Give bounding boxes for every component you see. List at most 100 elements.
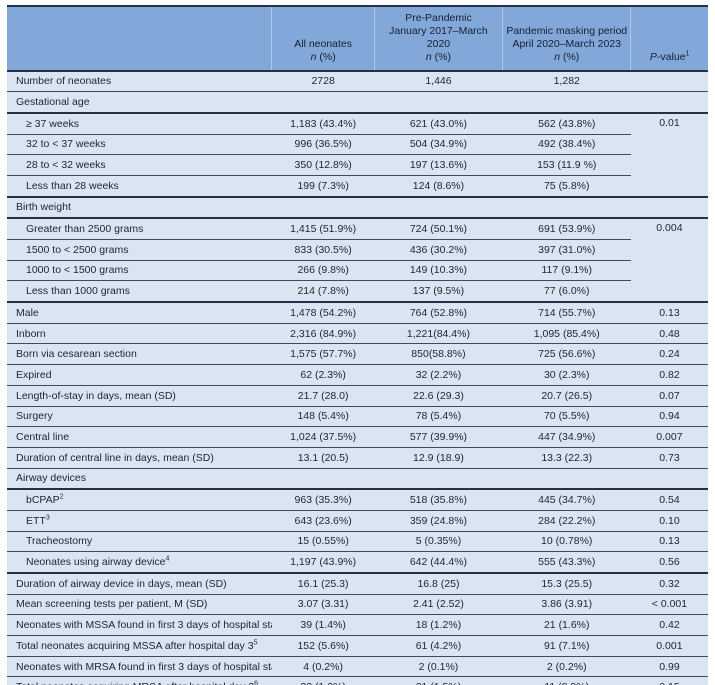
cell-value: 91 (7.1%) xyxy=(502,635,631,657)
table-row: Less than 1000 grams 214 (7.8%) 137 (9.5%)… xyxy=(7,280,708,304)
cell-value: 32 (2.2%) xyxy=(374,364,503,386)
cell-value: 445 (34.7%) xyxy=(502,489,631,511)
p-value-cell: 0.94 xyxy=(630,406,708,428)
cell-value: 21 (1.6%) xyxy=(502,614,631,637)
cell-value: 124 (8.6%) xyxy=(374,175,503,198)
header-rowlabel-spacer xyxy=(7,6,272,72)
cell-value: 11 (0.9%) xyxy=(502,676,631,685)
table-row: Greater than 2500 grams 1,415 (51.9%) 724 … xyxy=(7,218,708,304)
cell-value: 15 (0.55%) xyxy=(271,531,375,553)
cell-value: 577 (39.9%) xyxy=(374,426,503,448)
p-value-footnote-marker: 1 xyxy=(685,50,690,58)
table-row: Length-of-stay in days, mean (SD) 21.7 (2… xyxy=(7,385,708,407)
cell-value: 714 (55.7%) xyxy=(502,302,631,324)
p-value-cell: < 0.001 xyxy=(630,594,708,616)
cell-value: 359 (24.8%) xyxy=(374,510,503,532)
cell-value: 62 (2.3%) xyxy=(271,364,375,386)
row-label: Mean screening tests per patient, M (SD) xyxy=(7,594,272,616)
cell-value: 1,095 (85.4%) xyxy=(502,323,631,345)
cell-value: 447 (34.9%) xyxy=(502,426,631,448)
table-row: Neonates with MRSA found in first 3 days… xyxy=(7,656,708,678)
p-value-cell: 0.54 xyxy=(630,489,708,511)
cell-value: 833 (30.5%) xyxy=(271,239,375,261)
cell-value: 1,478 (54.2%) xyxy=(271,302,375,324)
table-row: Duration of airway device in days, mean … xyxy=(7,573,708,595)
cell-value: 21 (1.5%) xyxy=(374,676,503,685)
header-pandemic: Pandemic masking period April 2020–March… xyxy=(502,6,631,72)
row-label: 32 to < 37 weeks xyxy=(7,134,272,156)
cell-value: 149 (10.3%) xyxy=(374,260,503,282)
header-pandemic-dates: April 2020–March 2023 xyxy=(512,38,622,51)
cell-value: 642 (44.4%) xyxy=(374,551,503,575)
section-row: Gestational age xyxy=(7,91,708,114)
row-label: Less than 28 weeks xyxy=(7,175,272,198)
table-row: bCPAP2 963 (35.3%) 518 (35.8%) 445 (34.7%) 0… xyxy=(7,489,708,511)
row-label: Less than 1000 grams xyxy=(7,280,272,304)
p-value-cell: 0.42 xyxy=(630,614,708,637)
cell-value: 1,446 xyxy=(374,70,503,93)
table-row: Born via cesarean section 1,575 (57.7%) 85… xyxy=(7,343,708,366)
row-label: Tracheostomy xyxy=(7,531,272,553)
row-label: Duration of airway device in days, mean … xyxy=(7,573,272,595)
row-label: Number of neonates xyxy=(7,70,272,93)
cell-value: 77 (6.0%) xyxy=(502,280,631,304)
table-row: Surgery 148 (5.4%) 78 (5.4%) 70 (5.5%) 0.94 xyxy=(7,406,708,428)
cell-value: 504 (34.9%) xyxy=(374,134,503,156)
cell-value: 266 (9.8%) xyxy=(271,260,375,282)
table-row: Inborn 2,316 (84.9%) 1,221(84.4%) 1,095 (85… xyxy=(7,323,708,345)
section-label: Birth weight xyxy=(7,196,708,220)
cell-value: 30 (2.3%) xyxy=(502,364,631,386)
header-p-value: P-value1 xyxy=(630,6,708,72)
cell-value: 492 (38.4%) xyxy=(502,134,631,156)
cell-value: 436 (30.2%) xyxy=(374,239,503,261)
cell-value: 22.6 (29.3) xyxy=(374,385,503,407)
table-row: 32 to < 37 weeks 996 (36.5%) 504 (34.9%) 49… xyxy=(7,134,708,156)
cell-value: 621 (43.0%) xyxy=(374,112,503,135)
cell-value: 1,183 (43.4%) xyxy=(271,112,375,135)
table-row: Expired 62 (2.3%) 32 (2.2%) 30 (2.3%) 0.82 xyxy=(7,364,708,386)
row-label: Length-of-stay in days, mean (SD) xyxy=(7,385,272,407)
cell-value: 2728 xyxy=(271,70,375,93)
cell-value: 1,024 (37.5%) xyxy=(271,426,375,448)
row-label: Neonates with MRSA found in first 3 days… xyxy=(7,656,272,678)
row-label: Male xyxy=(7,302,272,324)
footnote-marker: 3 xyxy=(45,514,50,522)
cell-value: 2.41 (2.52) xyxy=(374,594,503,616)
row-label: Inborn xyxy=(7,323,272,345)
cell-value: 61 (4.2%) xyxy=(374,635,503,657)
cell-value: 3.86 (3.91) xyxy=(502,594,631,616)
p-value-cell: 0.56 xyxy=(630,551,708,575)
cell-value: 199 (7.3%) xyxy=(271,175,375,198)
cell-value: 148 (5.4%) xyxy=(271,406,375,428)
p-value-cell: 0.01 xyxy=(630,112,708,198)
cell-value: 963 (35.3%) xyxy=(271,489,375,511)
p-value-cell: 0.24 xyxy=(630,343,708,366)
row-label: ≥ 37 weeks xyxy=(7,112,272,135)
cell-value: 137 (9.5%) xyxy=(374,280,503,304)
cell-value: 2,316 (84.9%) xyxy=(271,323,375,345)
row-label: Expired xyxy=(7,364,272,386)
cell-value: 1,221(84.4%) xyxy=(374,323,503,345)
section-label: Airway devices xyxy=(7,468,708,491)
p-value-cell: 0.15 xyxy=(630,676,708,685)
cell-value: 197 (13.6%) xyxy=(374,154,503,176)
cell-value: 75 (5.8%) xyxy=(502,175,631,198)
header-pre-pandemic: Pre-Pandemic January 2017–March 2020 n (… xyxy=(373,6,503,72)
cell-value: 214 (7.8%) xyxy=(271,280,375,304)
table-row: Tracheostomy 15 (0.55%) 5 (0.35%) 10 (0.78%… xyxy=(7,531,708,553)
section-label: Gestational age xyxy=(7,91,708,114)
table-row: Neonates using airway device4 1,197 (43.9… xyxy=(7,551,708,575)
p-value-cell: 0.007 xyxy=(630,426,708,448)
cell-value: 1,575 (57.7%) xyxy=(271,343,375,366)
p-value-cell xyxy=(630,70,708,93)
cell-value: 152 (5.6%) xyxy=(271,635,375,657)
header-pre-pandemic-dates: January 2017–March 2020 xyxy=(389,25,488,51)
table-header: All neonates n (%) Pre-Pandemic January … xyxy=(7,6,708,72)
p-value-cell: 0.13 xyxy=(630,531,708,553)
p-value-cell: 0.32 xyxy=(630,573,708,595)
row-label: Surgery xyxy=(7,406,272,428)
footnote-marker: 6 xyxy=(254,680,259,685)
p-value-cell: 0.48 xyxy=(630,323,708,345)
cell-value: 1,415 (51.9%) xyxy=(271,218,375,241)
cell-value: 724 (50.1%) xyxy=(374,218,503,241)
